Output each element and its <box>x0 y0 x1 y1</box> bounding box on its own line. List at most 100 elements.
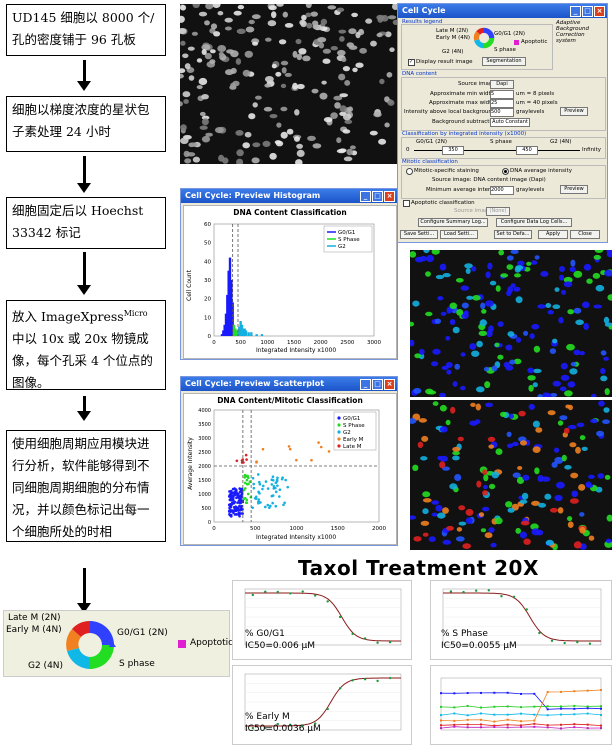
curve-data-point <box>314 594 317 597</box>
save-settings-button[interactable]: Save Setti... <box>400 230 438 239</box>
source-image-select[interactable]: Dapi <box>490 80 514 89</box>
scatter-window: Cell Cycle: Preview Scatterplot _ □ × DNA … <box>180 376 398 546</box>
scatter-window-title: Cell Cycle: Preview Scatterplot <box>185 379 325 388</box>
nucleus <box>244 50 253 58</box>
nucleus <box>551 461 558 468</box>
nucleus <box>445 336 451 341</box>
maximize-icon[interactable]: □ <box>582 6 593 17</box>
curve-data-point <box>351 679 354 682</box>
nucleus <box>534 467 540 475</box>
nucleus <box>604 322 612 327</box>
curve-g0g1-chart <box>244 588 402 646</box>
min-avg-input[interactable]: 2000 <box>490 186 514 195</box>
nucleus <box>519 531 527 539</box>
nucleus <box>510 283 516 288</box>
nucleus <box>452 381 458 387</box>
close-button[interactable]: Close <box>570 230 600 239</box>
close-icon[interactable]: × <box>594 6 605 17</box>
max-width-input[interactable]: 25 <box>490 99 514 108</box>
results-legend-group: Late M (2N) Early M (4N) G0/G1 (2N) G2 (… <box>401 24 553 70</box>
close-icon[interactable]: × <box>384 379 395 390</box>
min-width-input[interactable]: 5 <box>490 90 514 99</box>
segmentation-button[interactable]: Segmentation <box>482 57 526 66</box>
mitotic-preview-button[interactable]: Preview <box>560 185 588 194</box>
apo-source-select[interactable]: (None) <box>486 207 510 216</box>
class-350-input[interactable]: 350 <box>442 146 464 155</box>
label-g2: G2 (4N) <box>28 661 64 671</box>
mitotic-staining-radio[interactable] <box>406 168 413 175</box>
maximize-icon[interactable]: □ <box>372 379 383 390</box>
set-default-button[interactable]: Set to Defa... <box>494 230 532 239</box>
nucleus <box>598 400 605 407</box>
scatter-legend-entry: G2 <box>343 430 351 436</box>
nucleus <box>606 250 612 255</box>
nucleus <box>570 472 579 479</box>
scatter-point <box>257 498 261 501</box>
nucleus <box>488 325 494 333</box>
label-early-m: Early M (4N) <box>6 625 62 635</box>
curve-data-point <box>264 726 267 730</box>
step-imaging-micro: Micro <box>123 309 148 318</box>
close-icon[interactable]: × <box>384 191 395 202</box>
nucleus <box>410 339 415 347</box>
nucleus <box>198 77 208 86</box>
histogram-x-tick: 2000 <box>314 340 328 346</box>
load-settings-button[interactable]: Load Setti... <box>440 230 478 239</box>
nucleus <box>523 330 529 336</box>
apoptotic-checkbox[interactable] <box>403 200 410 207</box>
scatter-legend-entry: S Phase <box>343 423 365 429</box>
configure-data-button[interactable]: Configure Data Log Cells... <box>496 218 572 227</box>
maximize-icon[interactable]: □ <box>372 191 383 202</box>
nucleus <box>410 515 417 520</box>
multi-series-line <box>440 726 602 729</box>
nucleus <box>296 53 303 61</box>
scatter-xlabel: Integrated Intensity x1000 <box>256 534 337 541</box>
curve-g0g1-panel: % G0/G1 IC50=0.006 µM <box>232 580 412 660</box>
histogram-panel: DNA Content Classification 0 500 1000 1500 2… <box>183 205 397 359</box>
nucleus <box>414 256 424 263</box>
nucleus <box>336 137 342 144</box>
step-staining-text: 细胞固定后以 Hoechst 33342 标记 <box>12 203 144 240</box>
scatter-point <box>228 490 231 493</box>
scatter-point <box>317 441 320 444</box>
nucleus <box>180 68 186 74</box>
scatter-point <box>257 490 260 494</box>
nucleus <box>500 411 507 417</box>
nucleus <box>544 493 552 500</box>
nucleus <box>359 47 367 54</box>
minimize-icon[interactable]: _ <box>360 191 371 202</box>
scatter-y-tick: 500 <box>201 506 211 512</box>
nucleus <box>265 76 274 83</box>
display-result-checkbox[interactable]: ✓ <box>408 59 415 66</box>
scatter-point <box>288 447 292 451</box>
histogram-bar <box>220 334 224 336</box>
minimize-icon[interactable]: _ <box>360 379 371 390</box>
dna-preview-button[interactable]: Preview <box>560 107 588 116</box>
win-label-apoptotic: Apoptotic <box>521 39 548 45</box>
histogram-titlebar: Cell Cycle: Preview Histogram _ □ × <box>181 189 397 203</box>
apply-button[interactable]: Apply <box>538 230 568 239</box>
nucleus <box>215 127 224 134</box>
nucleus <box>341 57 347 63</box>
bg-subtraction-select[interactable]: Auto Constant <box>490 118 530 127</box>
scatter-point <box>269 504 272 508</box>
class-450-input[interactable]: 450 <box>516 146 538 155</box>
minimize-icon[interactable]: _ <box>570 6 581 17</box>
nucleus <box>312 24 318 30</box>
intensity-input[interactable]: 500 <box>490 108 514 117</box>
configure-summary-button[interactable]: Configure Summary Log... <box>418 218 488 227</box>
scatter-point <box>240 508 243 511</box>
nucleus <box>338 148 347 153</box>
scatter-point <box>234 507 237 510</box>
dna-average-radio[interactable] <box>502 168 509 175</box>
nucleus <box>583 322 589 331</box>
histogram-window: Cell Cycle: Preview Histogram _ □ × DNA Co… <box>180 188 398 360</box>
nucleus <box>507 507 515 513</box>
scatter-y-tick: 0 <box>208 520 211 526</box>
nucleus <box>344 80 351 86</box>
nucleus <box>506 264 514 270</box>
micrograph-classified-2 <box>410 400 612 550</box>
nucleus <box>570 362 577 367</box>
nucleus <box>442 507 449 514</box>
nucleus <box>327 5 337 10</box>
